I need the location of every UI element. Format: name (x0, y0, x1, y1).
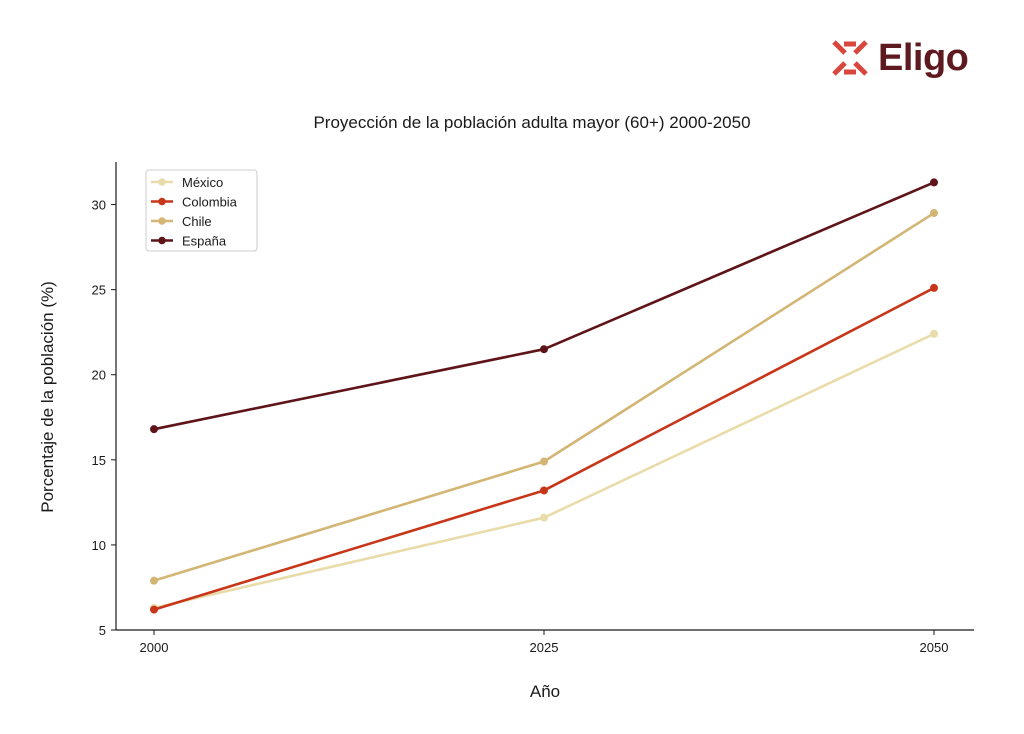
series-mexico (150, 329, 938, 612)
brand-name: Eligo (878, 37, 969, 79)
legend-swatch-marker (158, 178, 166, 186)
legend-swatch-marker (158, 217, 166, 225)
x-ticks: 2000 2025 2050 (140, 630, 949, 655)
series-espana (150, 178, 938, 434)
eligo-x-mark-icon (832, 40, 868, 76)
data-point-mexico (540, 513, 548, 522)
data-point-mexico (930, 329, 938, 338)
y-axis-label: Porcentaje de la población (%) (38, 281, 57, 513)
x-tick-label: 2025 (530, 640, 559, 655)
data-point-espana (930, 178, 938, 187)
chart-title: Proyección de la población adulta mayor … (313, 113, 750, 132)
legend-label: España (182, 234, 227, 249)
data-point-chile (540, 457, 548, 466)
series-chile (150, 209, 938, 585)
series-line-espana (153, 181, 935, 431)
legend-label: México (182, 175, 223, 190)
series-layer (150, 178, 938, 614)
data-point-espana (150, 425, 158, 434)
legend-label: Chile (182, 214, 212, 229)
series-line-chile (153, 211, 935, 582)
y-tick-label: 10 (92, 538, 106, 553)
series-line-colombia (153, 286, 935, 611)
y-tick-label: 15 (92, 453, 106, 468)
series-line-mexico (153, 332, 935, 610)
data-point-chile (930, 209, 938, 218)
y-tick-label: 20 (92, 368, 106, 383)
legend-box (145, 169, 258, 252)
legend-swatch-marker (158, 236, 166, 245)
series-colombia (150, 283, 938, 614)
brand-logo: Eligo (830, 34, 969, 82)
y-tick-label: 5 (99, 623, 106, 638)
y-ticks: 5 10 15 20 25 30 (92, 198, 116, 638)
y-tick-label: 25 (92, 283, 106, 298)
data-point-colombia (150, 605, 158, 614)
x-tick-label: 2050 (920, 640, 949, 655)
legend-label: Colombia (182, 195, 238, 210)
legend: México Colombia Chile España (145, 169, 258, 252)
x-tick-label: 2000 (140, 640, 169, 655)
data-point-chile (150, 576, 158, 585)
data-point-colombia (540, 486, 548, 495)
legend-swatch-marker (158, 197, 166, 206)
data-point-colombia (930, 283, 938, 292)
x-axis-label: Año (530, 682, 560, 701)
data-point-espana (540, 345, 548, 354)
y-tick-label: 30 (92, 198, 106, 213)
